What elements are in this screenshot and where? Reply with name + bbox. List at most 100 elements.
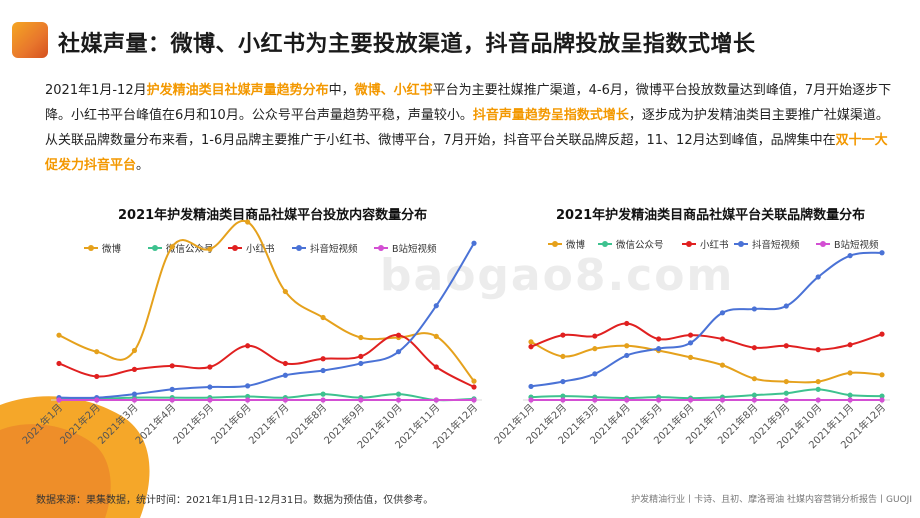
- chart-1-legend-label-2: 小红书: [700, 239, 729, 251]
- chart-1-point-s3-11: [879, 250, 885, 256]
- chart-0-point-s2-0: [56, 360, 62, 367]
- brand-logo-icon: [12, 22, 48, 58]
- chart-1-point-s1-10: [847, 392, 853, 398]
- chart-0-point-s0-4: [207, 246, 213, 252]
- chart-1-point-s1-1: [560, 393, 566, 399]
- chart-1-point-s4-8: [783, 397, 789, 403]
- chart-1-point-s0-10: [847, 370, 853, 376]
- chart-0-legend-label-2: 小红书: [246, 243, 275, 255]
- chart-0-point-s2-2: [131, 366, 138, 372]
- chart-1-point-s2-2: [592, 333, 598, 339]
- chart-0-point-s0-1: [94, 349, 100, 355]
- chart-0-point-s3-2: [131, 391, 138, 397]
- chart-1-legend-marker-2: [686, 241, 692, 247]
- chart-0-point-s4-2: [131, 397, 138, 403]
- chart-0-point-s1-7: [320, 391, 326, 397]
- chart-0-legend-marker-1: [152, 245, 158, 251]
- chart-1-point-s2-6: [719, 336, 726, 342]
- chart-0-point-s4-11: [471, 397, 477, 403]
- chart-1-legend-label-1: 微信公众号: [616, 239, 664, 251]
- desc-text-5: 。: [136, 158, 150, 173]
- chart-0-point-s3-6: [282, 372, 288, 378]
- chart-0-point-s3-5: [245, 383, 251, 389]
- chart-1-point-s4-2: [592, 397, 598, 403]
- chart-1-point-s0-6: [719, 362, 726, 368]
- chart-1-point-s4-10: [847, 397, 853, 403]
- chart-0-point-s0-0: [56, 332, 62, 338]
- chart-0-series-line-1: [58, 393, 475, 402]
- chart-title-left: 2021年护发精油类目商品社媒平台投放内容数量分布: [118, 208, 428, 223]
- chart-1-point-s4-7: [751, 397, 757, 403]
- report-footer-label: 护发精油行业丨卡诗、且初、摩洛哥油 社媒内容营销分析报告丨GUOJI: [631, 495, 912, 505]
- chart-1-point-s3-3: [624, 352, 630, 359]
- chart-1-point-s0-8: [783, 378, 789, 385]
- watermark-text: baogao8.com: [380, 250, 735, 301]
- description-paragraph: 2021年1月-12月护发精油类目社媒声量趋势分布中，微博、小红书平台为主要社媒…: [45, 78, 895, 178]
- chart-1-point-s2-4: [656, 336, 662, 342]
- chart-0-legend-marker-0: [88, 245, 94, 251]
- chart-1-point-s3-10: [847, 253, 853, 259]
- chart-1-point-s3-2: [592, 371, 598, 377]
- chart-1-point-s0-0: [528, 339, 534, 345]
- chart-0-point-s3-10: [433, 303, 439, 309]
- chart-1-point-s4-6: [719, 397, 726, 403]
- chart-1-series-line-0: [530, 340, 883, 384]
- chart-1-point-s4-3: [624, 397, 630, 403]
- chart-0-legend-marker-2: [232, 245, 238, 251]
- chart-0-legend-marker-3: [296, 245, 302, 251]
- chart-1-point-s0-1: [560, 353, 566, 360]
- chart-1-point-s2-3: [624, 320, 630, 327]
- chart-0-point-s2-5: [245, 343, 251, 349]
- page-title: 社媒声量：微博、小红书为主要投放渠道，抖音品牌投放呈指数式增长: [58, 32, 756, 57]
- chart-0-point-s0-11: [471, 378, 477, 384]
- chart-1-legend-marker-0: [552, 241, 558, 247]
- chart-1-point-s2-11: [879, 331, 885, 337]
- desc-highlight-4: 双十一大促发力抖音平台: [45, 133, 888, 173]
- chart-1-point-s0-9: [815, 378, 821, 385]
- chart-1-point-s4-5: [687, 397, 694, 403]
- chart-1-legend-label-3: 抖音短视频: [752, 239, 800, 251]
- chart-0-point-s2-6: [282, 360, 288, 367]
- chart-0-point-s4-1: [94, 397, 100, 403]
- chart-1-point-s2-7: [751, 345, 757, 351]
- chart-0-point-s4-4: [207, 397, 213, 403]
- chart-0-point-s0-10: [433, 333, 439, 339]
- chart-1-series-line-1: [530, 388, 883, 400]
- chart-0-point-s3-8: [358, 360, 364, 367]
- chart-0-point-s2-1: [94, 373, 100, 380]
- chart-0-point-s0-7: [320, 314, 326, 321]
- chart-0-legend-label-3: 抖音短视频: [310, 243, 358, 255]
- chart-1-point-s2-1: [560, 332, 566, 338]
- chart-1-point-s3-1: [560, 378, 566, 385]
- chart-0-point-s0-2: [131, 347, 138, 354]
- chart-0-point-s2-9: [395, 332, 402, 338]
- chart-1-point-s2-10: [847, 342, 853, 348]
- chart-1-point-s0-2: [592, 346, 598, 352]
- chart-1-legend-label-4: B站短视频: [834, 239, 879, 251]
- chart-0-point-s4-6: [282, 397, 288, 403]
- chart-0-point-s4-8: [358, 397, 364, 403]
- chart-0-series-line-2: [58, 334, 475, 388]
- chart-1-point-s3-8: [783, 303, 789, 309]
- desc-text-4: ，逐步成为护发精油类目主要推广社媒渠道。从关联品牌数量分布来看，1-6月品牌主要…: [45, 108, 889, 148]
- chart-0-point-s3-9: [395, 349, 402, 355]
- chart-1-point-s3-9: [815, 274, 821, 280]
- chart-1-point-s3-5: [687, 340, 694, 346]
- chart-1-point-s1-11: [879, 393, 885, 399]
- chart-0-point-s4-0: [56, 397, 62, 403]
- chart-0-point-s2-4: [207, 364, 213, 370]
- desc-text-2: 中，: [328, 83, 355, 98]
- chart-0-point-s3-11: [471, 240, 477, 246]
- chart-1-point-s0-3: [624, 343, 630, 349]
- chart-0-point-s2-10: [433, 364, 439, 370]
- desc-text-3: 平台为主要社媒推广渠道，4-6月，微博平台投放数量达到峰值，7月开始逐步下降。小…: [45, 83, 892, 123]
- chart-1-legend-marker-3: [738, 241, 744, 247]
- chart-0-point-s0-6: [282, 288, 288, 295]
- chart-0-point-s3-4: [207, 384, 213, 390]
- chart-0-point-s2-11: [471, 384, 477, 390]
- chart-title-right: 2021年护发精油类目商品社媒平台关联品牌数量分布: [556, 208, 866, 223]
- chart-0-point-s4-7: [320, 397, 326, 403]
